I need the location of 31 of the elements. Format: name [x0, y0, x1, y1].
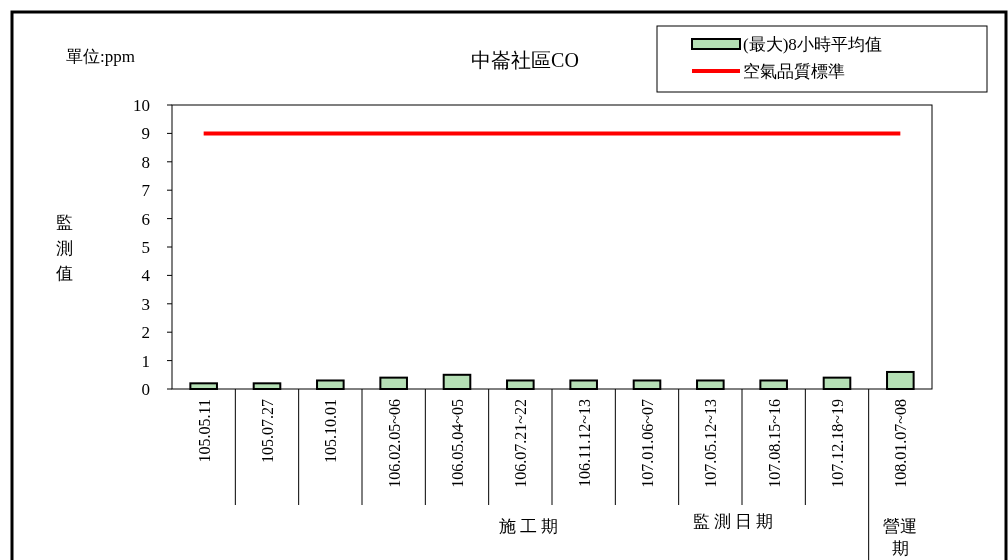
text: 施工期 [498, 517, 562, 536]
x-tick-label: 108.01.07~08 [892, 399, 910, 488]
x-tick-label: 105.05.11 [195, 399, 213, 463]
chart-title: 中崙社區CO [471, 49, 579, 71]
y-tick-label: 6 [141, 209, 150, 229]
x-tick-label: 106.02.05~06 [385, 399, 403, 488]
x-axis-title: 監測日期 [693, 512, 777, 531]
text: 營運期 [883, 517, 918, 559]
x-tick-label: 107.12.18~19 [829, 399, 846, 488]
y-tick-label: 10 [133, 96, 150, 115]
x-tick-label: 106.05.04~05 [449, 399, 466, 488]
legend-label: (最大)8小時平均值 [743, 35, 882, 54]
y-tick-label: 4 [141, 266, 151, 286]
y-tick-label: 2 [141, 323, 150, 343]
y-tick-label: 8 [141, 152, 150, 172]
y-tick-label: 5 [141, 238, 150, 257]
text: 單位:ppm [66, 47, 135, 66]
y-tick-label: 1 [141, 351, 150, 371]
x-tick-label: 106.07.21~22 [512, 399, 530, 488]
legend-label: 空氣品質標準 [743, 62, 845, 81]
x-tick-label: 105.10.01 [322, 399, 340, 463]
x-tick-label: 107.08.15~16 [765, 399, 783, 488]
x-tick-label: 107.01.06~07 [639, 399, 656, 488]
y-tick-label: 0 [141, 380, 150, 399]
x-tick-label: 107.05.12~13 [702, 399, 720, 488]
x-tick-label: 106.11.12~13 [575, 399, 593, 488]
y-tick-label: 3 [141, 294, 150, 314]
x-tick-label: 105.07.27 [259, 399, 276, 463]
y-tick-label: 9 [141, 124, 150, 144]
y-axis-title: 監測值 [55, 213, 73, 283]
y-tick-label: 7 [141, 181, 151, 201]
